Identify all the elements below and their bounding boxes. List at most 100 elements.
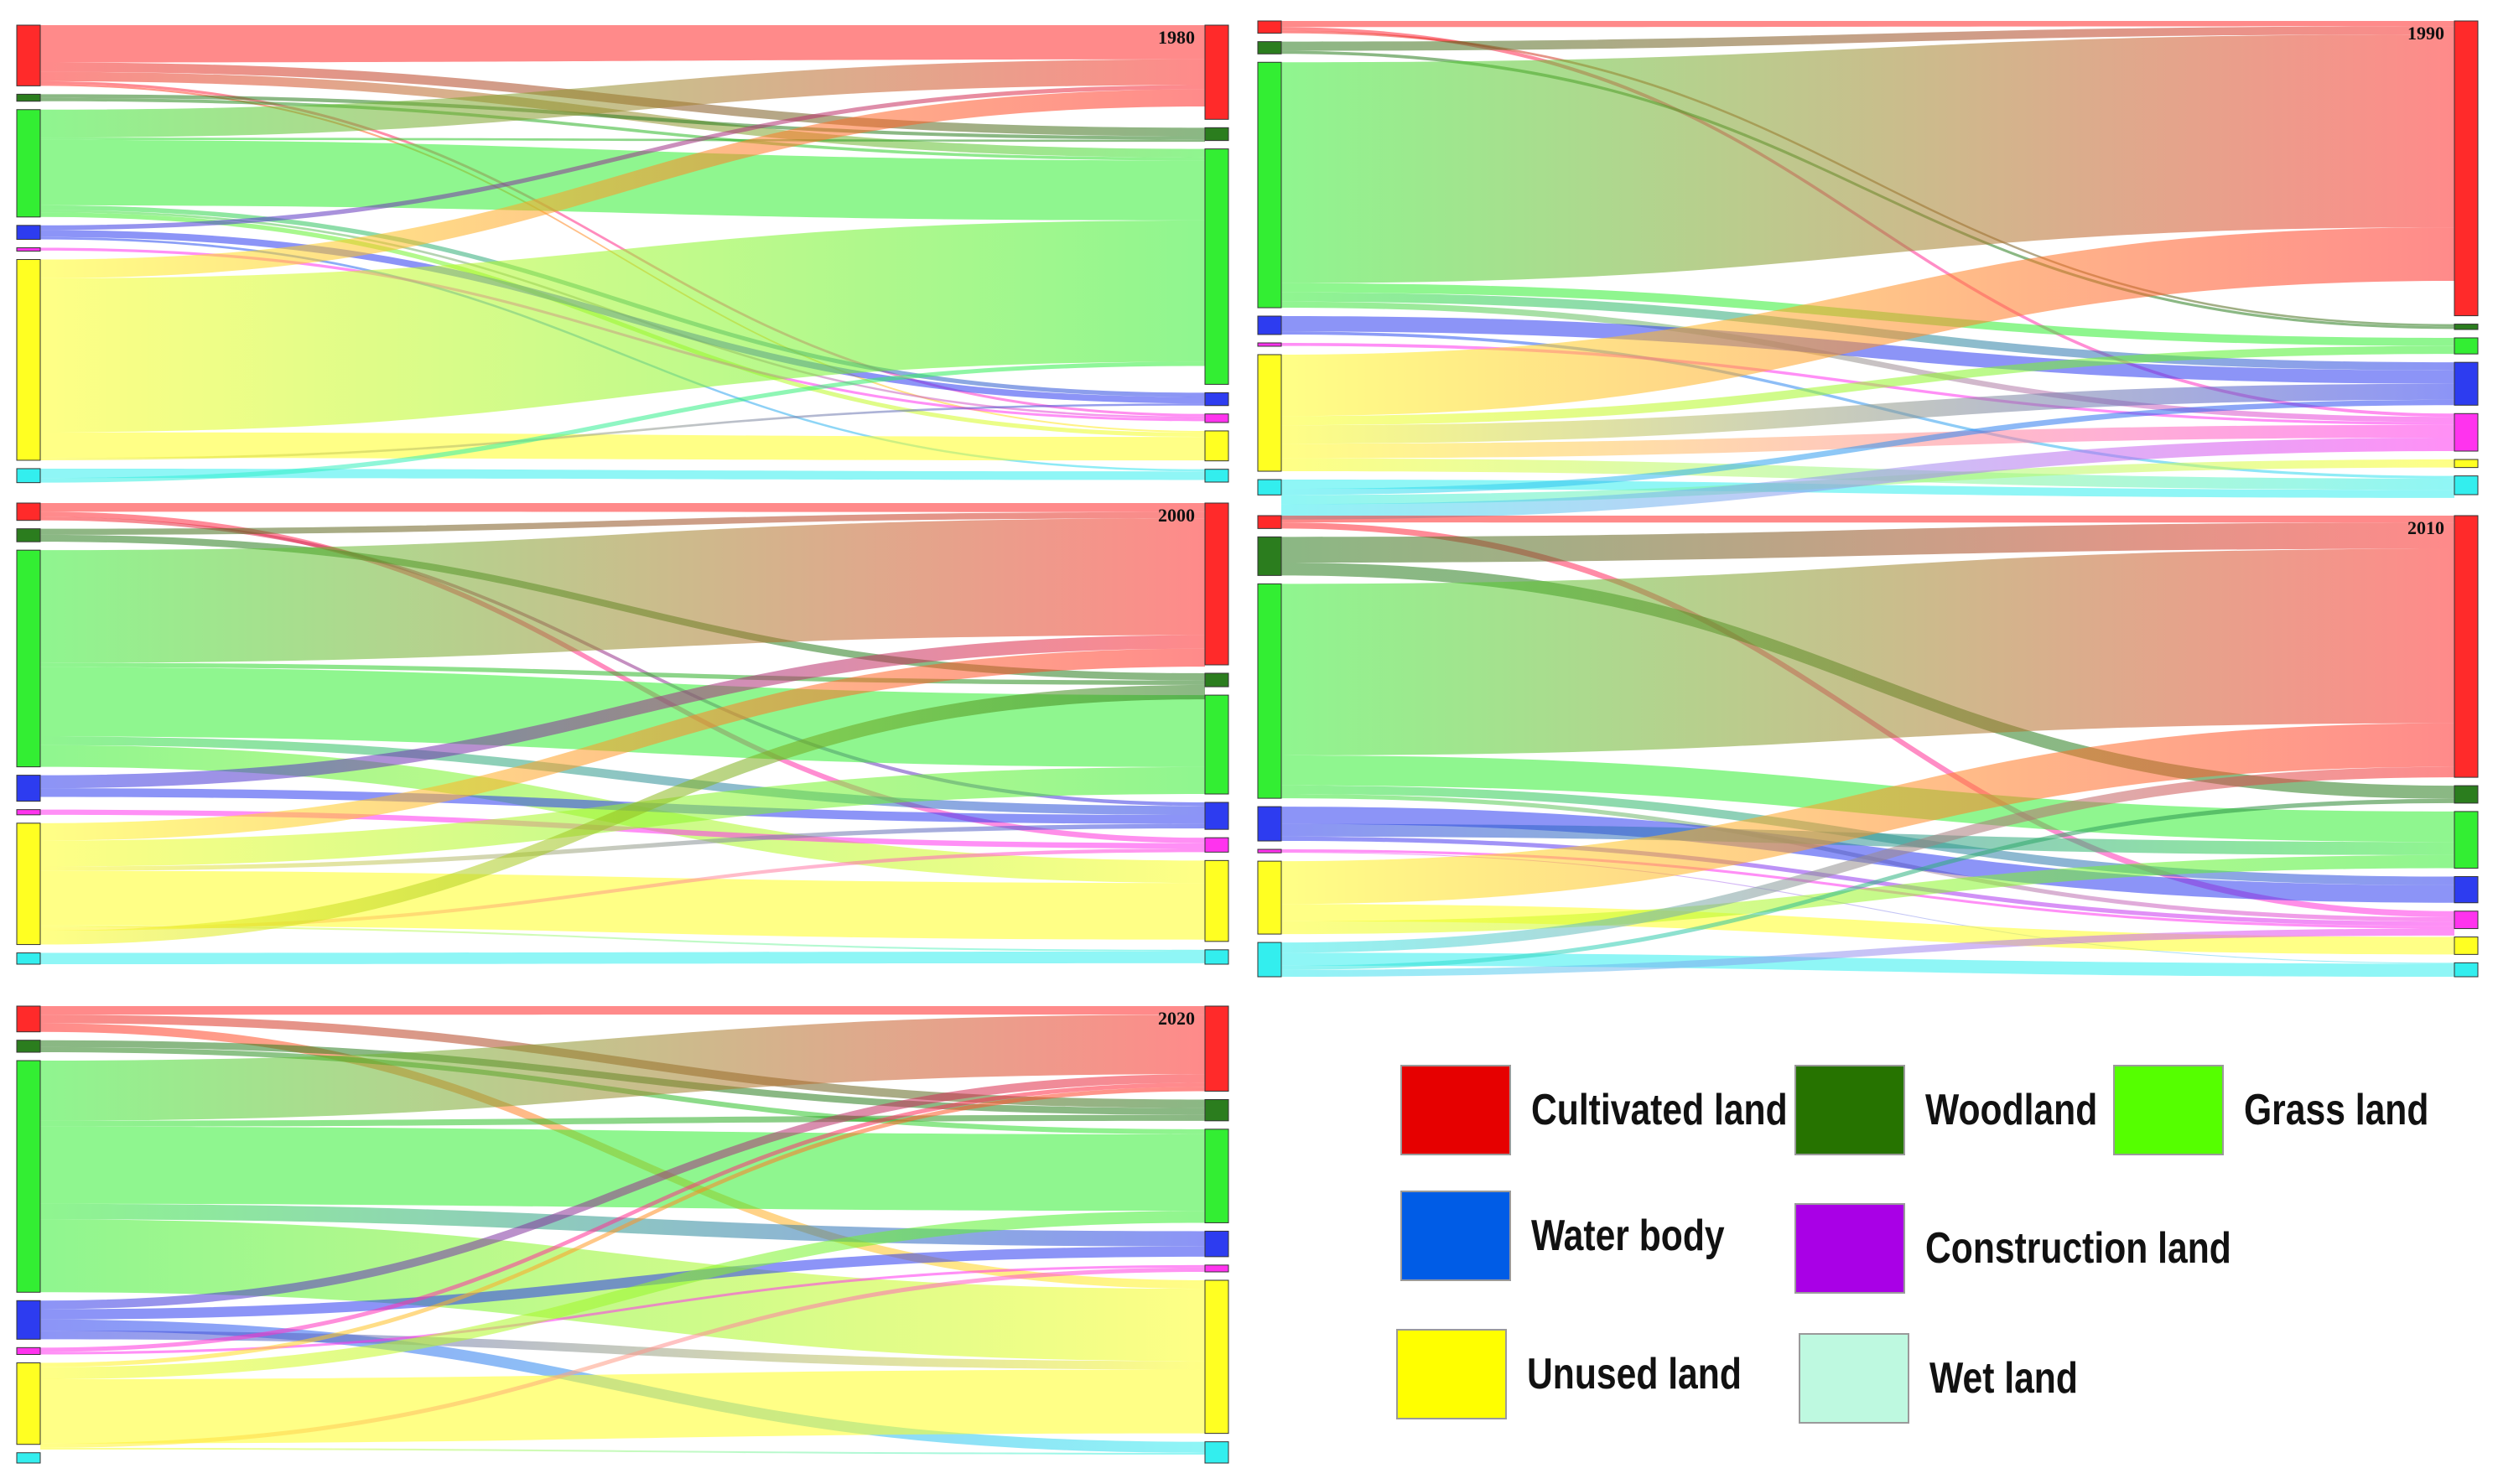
- flow-wet-land-to-grass-land: [40, 361, 1205, 483]
- flow-woodland-to-cultivated-land: [1281, 26, 2454, 51]
- sankey-panel-1990: 1990: [1257, 20, 2479, 520]
- source-node-grass-land: [16, 109, 41, 218]
- source-node-woodland: [16, 528, 41, 542]
- flow-unused-land-to-wet-land: [40, 925, 1205, 952]
- source-node-woodland: [16, 1040, 41, 1053]
- flow-grass-land-to-cultivated-land: [40, 59, 1205, 138]
- legend-item-construction-land: Construction land: [1794, 1203, 2298, 1294]
- source-node-water-body: [16, 775, 41, 802]
- flow-grass-land-to-cultivated-land: [40, 1014, 1205, 1121]
- source-node-unused-land: [16, 1362, 41, 1445]
- flow-woodland-to-grass-land: [40, 97, 1205, 161]
- source-node-water-body: [1257, 806, 1282, 842]
- source-node-grass-land: [1257, 61, 1282, 309]
- target-node-woodland: [2454, 324, 2479, 330]
- flow-woodland-to-cultivated-land: [1281, 522, 2454, 563]
- source-node-water-body: [16, 225, 41, 241]
- flow-wet-land-to-cultivated-land: [1281, 766, 2454, 953]
- flow-wet-land-to-water-body: [1281, 399, 2454, 496]
- flow-woodland-to-woodland: [40, 94, 1205, 140]
- legend-label-woodland: Woodland: [1925, 1086, 2098, 1134]
- flow-water-body-to-construction-land: [1281, 836, 2454, 926]
- target-node-water-body: [1204, 1230, 1229, 1258]
- target-node-unused-land: [2454, 937, 2479, 955]
- flow-cultivated-land-to-water-body: [40, 516, 1205, 807]
- target-node-construction-land: [2454, 413, 2479, 452]
- source-node-wet-land: [16, 1452, 41, 1464]
- flows: [1281, 21, 2454, 520]
- target-node-grass-land: [2454, 811, 2479, 869]
- target-node-wet-land: [2454, 475, 2479, 496]
- source-node-water-body: [16, 1300, 41, 1340]
- target-node-unused-land: [1204, 1279, 1229, 1435]
- target-node-cultivated-land: [2454, 20, 2479, 317]
- flow-unused-land-to-cultivated-land: [40, 1087, 1205, 1367]
- source-node-unused-land: [1257, 860, 1282, 935]
- target-node-cultivated-land: [1204, 24, 1229, 120]
- flow-unused-land-to-grass-land: [1281, 345, 2454, 426]
- flow-unused-land-to-grass-land: [1281, 854, 2454, 935]
- target-node-cultivated-land: [1204, 1005, 1229, 1092]
- source-node-unused-land: [1257, 354, 1282, 472]
- legend-label-water-body: Water body: [1531, 1212, 1725, 1260]
- legend-swatch-unused-land: [1396, 1329, 1507, 1419]
- target-node-construction-land: [2454, 911, 2479, 930]
- flow-unused-land-to-water-body: [1281, 383, 2454, 444]
- flow-grass-land-to-cultivated-land: [1281, 548, 2454, 755]
- source-node-wet-land: [16, 468, 41, 484]
- flow-construction-land-to-cultivated-land: [40, 1082, 1205, 1352]
- flow-wet-land-to-wet-land: [1281, 952, 2454, 977]
- legend-item-unused-land: Unused land: [1396, 1329, 1789, 1419]
- legend-label-construction-land: Construction land: [1925, 1224, 2231, 1273]
- target-node-wet-land: [1204, 949, 1229, 965]
- flow-construction-land-to-construction-land: [40, 1264, 1205, 1355]
- sankey-panel-2010: 2010: [1257, 515, 2479, 978]
- source-node-construction-land: [16, 247, 41, 252]
- year-label: 1990: [2407, 23, 2444, 44]
- target-node-unused-land: [1204, 859, 1229, 942]
- flow-wet-land-to-wet-land: [40, 951, 1205, 964]
- flow-unused-land-to-construction-land: [40, 1267, 1205, 1448]
- sankey-panel-2000: 2000: [16, 502, 1229, 965]
- target-node-cultivated-land: [2454, 515, 2479, 778]
- year-label: 1980: [1158, 27, 1195, 48]
- flow-grass-land-to-water-body: [40, 736, 1205, 816]
- flow-woodland-to-cultivated-land: [40, 511, 1205, 535]
- sankey-panel-1980: 1980: [16, 24, 1229, 484]
- source-node-grass-land: [16, 549, 41, 768]
- legend: Cultivated land Woodland Grass land Wate…: [1375, 1048, 2457, 1450]
- legend-swatch-wet-land: [1799, 1333, 1909, 1424]
- flow-cultivated-land-to-construction-land: [40, 511, 1205, 843]
- target-node-wet-land: [1204, 1441, 1229, 1464]
- flow-unused-land-to-wet-land: [40, 1447, 1205, 1455]
- target-node-unused-land: [2454, 459, 2479, 469]
- flow-cultivated-land-to-cultivated-land: [40, 503, 1205, 512]
- target-node-unused-land: [1204, 430, 1229, 462]
- flow-water-body-to-water-body: [40, 1246, 1205, 1320]
- target-node-wet-land: [1204, 469, 1229, 483]
- flow-unused-land-to-construction-land: [1281, 424, 2454, 459]
- target-node-wet-land: [2454, 962, 2479, 978]
- legend-item-water-body: Water body: [1400, 1191, 1767, 1281]
- flow-cultivated-land-to-cultivated-land: [40, 1006, 1205, 1015]
- target-node-grass-land: [2454, 337, 2479, 355]
- legend-swatch-construction-land: [1794, 1203, 1905, 1294]
- flow-unused-land-to-construction-land: [40, 848, 1205, 931]
- flow-grass-land-to-cultivated-land: [1281, 34, 2454, 283]
- flow-grass-land-to-cultivated-land: [40, 518, 1205, 663]
- flow-unused-land-to-unused-land: [40, 870, 1205, 940]
- flow-unused-land-to-water-body: [40, 823, 1205, 871]
- flow-cultivated-land-to-cultivated-land: [1281, 21, 2454, 28]
- flow-unused-land-to-water-body: [40, 403, 1205, 460]
- target-node-water-body: [2454, 876, 2479, 904]
- source-node-grass-land: [16, 1060, 41, 1293]
- target-node-construction-land: [1204, 413, 1229, 423]
- flow-unused-land-to-grass-land: [40, 220, 1205, 433]
- flow-cultivated-land-to-construction-land: [40, 80, 1205, 417]
- source-node-cultivated-land: [16, 502, 41, 521]
- source-node-wet-land: [16, 952, 41, 965]
- legend-item-grass-land: Grass land: [2113, 1065, 2469, 1155]
- flow-water-body-to-water-body: [1281, 316, 2454, 384]
- flow-wet-land-to-woodland: [1281, 798, 2454, 970]
- flow-water-body-to-cultivated-land: [40, 85, 1205, 231]
